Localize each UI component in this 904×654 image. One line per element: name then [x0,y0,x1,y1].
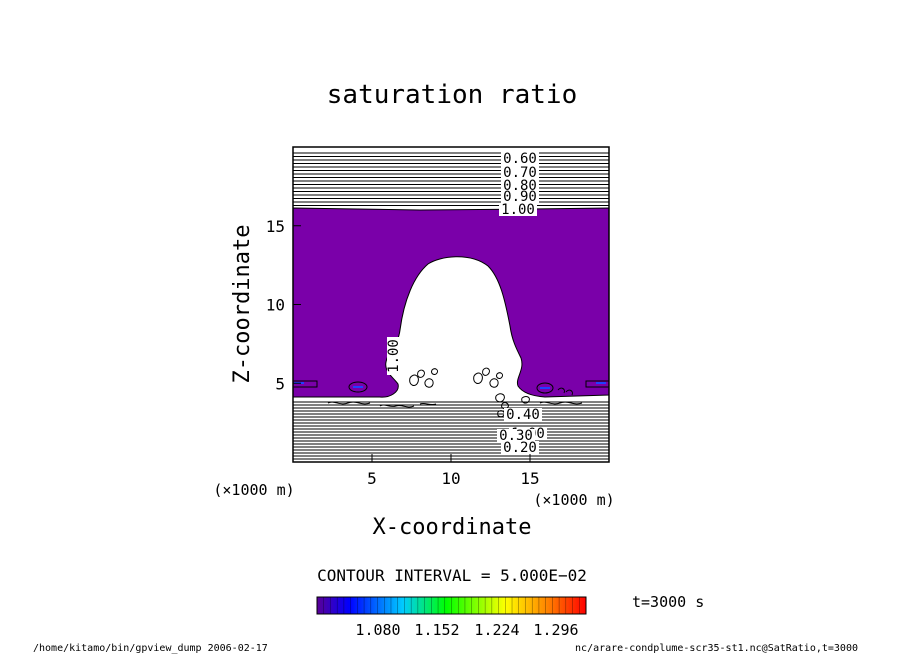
contour-interval-text: CONTOUR INTERVAL = 5.000E−02 [317,566,587,585]
x-tick-label: 5 [367,469,377,488]
contour-labels: 0.600.700.800.901.001.001.000.400.300.20 [386,151,547,456]
y-tick-label: 5 [275,374,285,393]
footer-right: nc/arare-condplume-scr35-st1.nc@SatRatio… [575,643,858,654]
x-unit-label-right: (×1000 m) [533,491,614,509]
contour-label-bg [501,152,539,165]
contour-label: 1.00 [501,202,535,218]
upper-contour-lines [293,152,609,206]
colorbar-tick-label: 1.080 [355,621,400,639]
footer-left: /home/kitamo/bin/gpview_dump 2006-02-17 [33,643,268,654]
contour-label-bg [501,441,539,454]
contour-label: 0.20 [503,440,537,456]
y-tick-label: 15 [266,217,285,236]
contour-label-bg [387,337,400,375]
time-label: t=3000 s [632,593,704,611]
colorbar-tick-label: 1.152 [414,621,459,639]
x-tick-label: 15 [520,469,539,488]
colorbar-tick-labels: 1.080 1.152 1.224 1.296 [355,621,578,639]
contour-label-bg [497,429,535,442]
colorbar-tick-label: 1.296 [533,621,578,639]
y-axis: 5 10 15 [266,217,301,393]
contour-label-bg [501,190,539,203]
y-axis-label: Z-coordinate [230,225,255,384]
x-axis-label: X-coordinate [373,515,532,540]
saturated-region [292,207,610,398]
contour-label: 0.90 [503,189,537,205]
turbulent-contours [327,367,583,418]
contour-label: 0.40 [506,407,540,423]
x-axis: 5 10 15 [367,454,540,488]
colorbar-tick-label: 1.224 [474,621,519,639]
contour-label-bg [501,166,539,179]
contour-label-bg [504,408,542,421]
contour-label: 0.70 [503,165,537,181]
x-unit-label-left: (×1000 m) [213,481,294,499]
x-tick-label: 10 [441,469,460,488]
plot-area [292,147,610,462]
contour-label: 0.60 [503,151,537,167]
y-tick-label: 10 [266,296,285,315]
chart-title: saturation ratio [327,80,577,110]
contour-label: 1.00 [386,339,402,373]
colorbar-stripes [323,597,580,614]
contour-label: 0.30 [499,428,533,444]
low-level-patches [292,380,610,394]
contour-label-bg [501,179,539,192]
contour-label-bg [499,203,537,216]
